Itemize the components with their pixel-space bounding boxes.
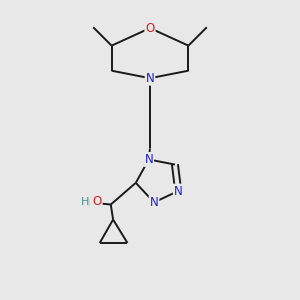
Text: N: N: [174, 184, 183, 198]
Text: O: O: [146, 22, 154, 34]
Text: O: O: [93, 195, 102, 208]
Text: N: N: [150, 196, 158, 209]
Text: H: H: [80, 196, 89, 206]
Text: N: N: [144, 153, 153, 166]
Text: N: N: [146, 72, 154, 85]
Text: H: H: [82, 198, 90, 208]
